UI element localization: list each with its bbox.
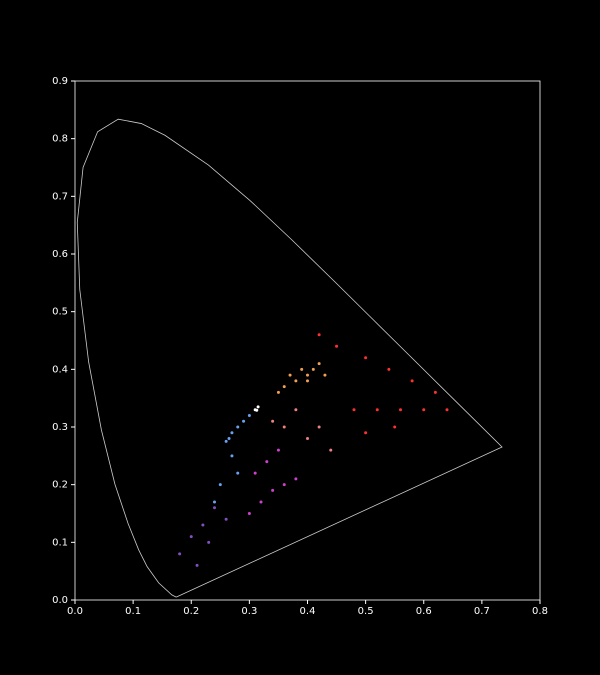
chromaticity-point — [306, 437, 309, 441]
chromaticity-point — [335, 344, 339, 348]
chromaticity-point — [422, 408, 426, 412]
chromaticity-point — [256, 405, 260, 409]
y-tick-label: 0.4 — [52, 364, 68, 375]
chromaticity-point — [195, 563, 199, 567]
chromaticity-point — [253, 408, 257, 412]
x-tick-label: 0.5 — [358, 606, 374, 617]
chromaticity-point — [247, 413, 251, 417]
chromaticity-point — [387, 367, 391, 371]
chromaticity-point — [317, 425, 321, 429]
x-tick-label: 0.4 — [300, 606, 316, 617]
chromaticity-point — [224, 439, 228, 443]
y-tick-label: 0.2 — [52, 480, 68, 491]
chromaticity-point — [294, 379, 298, 383]
chromaticity-point — [207, 540, 211, 544]
chromaticity-point — [445, 408, 449, 412]
y-tick-label: 0.7 — [52, 191, 68, 202]
y-tick-label: 0.5 — [52, 307, 68, 318]
x-tick-label: 0.0 — [67, 606, 83, 617]
plot-frame — [74, 80, 541, 601]
chromaticity-point — [306, 373, 309, 377]
chromaticity-point — [294, 477, 298, 481]
y-tick-label: 0.9 — [52, 76, 68, 87]
chromaticity-point — [282, 385, 286, 389]
chromaticity-point — [178, 552, 182, 556]
chromaticity-point — [189, 535, 193, 539]
chromaticity-point — [201, 523, 205, 527]
chromaticity-point — [253, 471, 257, 475]
chromaticity-point — [306, 379, 309, 383]
chromaticity-point — [311, 367, 315, 371]
chromaticity-point — [393, 425, 397, 429]
chromaticity-point — [227, 437, 231, 441]
chromaticity-point — [247, 512, 251, 515]
chromaticity-point — [364, 431, 368, 435]
chromaticity-point — [218, 483, 222, 487]
y-tick-label: 0.3 — [52, 422, 68, 433]
chromaticity-point — [364, 356, 368, 360]
x-tick-label: 0.2 — [183, 606, 199, 617]
chromaticity-point — [276, 390, 280, 394]
x-tick-label: 0.7 — [474, 606, 490, 617]
chromaticity-point — [282, 483, 286, 487]
spectral-locus — [76, 118, 503, 598]
chromaticity-point — [375, 408, 379, 412]
chromaticity-point — [294, 408, 298, 412]
x-tick-label: 0.1 — [125, 606, 141, 617]
y-tick-label: 0.1 — [52, 537, 68, 548]
chromaticity-point — [213, 500, 216, 504]
chromaticity-point — [236, 471, 240, 475]
chromaticity-point — [329, 448, 333, 452]
chromaticity-point — [242, 419, 246, 423]
chromaticity-point — [352, 408, 356, 412]
chromaticity-point — [317, 362, 321, 366]
chromaticity-point — [410, 379, 414, 383]
y-tick-label: 0.6 — [52, 249, 68, 260]
chromaticity-point — [300, 367, 304, 371]
y-tick-label: 0.8 — [52, 134, 68, 145]
chromaticity-point — [213, 506, 216, 510]
chromaticity-point — [433, 390, 437, 394]
chromaticity-point — [265, 460, 269, 464]
chromaticity-point — [236, 425, 240, 429]
x-tick-label: 0.6 — [416, 606, 432, 617]
chromaticity-point — [399, 408, 402, 412]
chromaticity-point — [288, 373, 292, 377]
chromaticity-point — [317, 333, 321, 337]
chromaticity-point — [323, 373, 327, 377]
x-tick-label: 0.8 — [532, 606, 548, 617]
chromaticity-point — [230, 454, 234, 458]
x-tick-label: 0.3 — [241, 606, 257, 617]
chromaticity-point — [259, 500, 263, 504]
chromaticity-point — [271, 419, 275, 423]
chromaticity-point — [230, 431, 234, 435]
chromaticity-point — [271, 488, 275, 492]
y-tick-label: 0.0 — [52, 595, 68, 606]
chromaticity-point — [224, 517, 228, 521]
chromaticity-point — [276, 448, 280, 452]
chromaticity-point — [282, 425, 286, 429]
